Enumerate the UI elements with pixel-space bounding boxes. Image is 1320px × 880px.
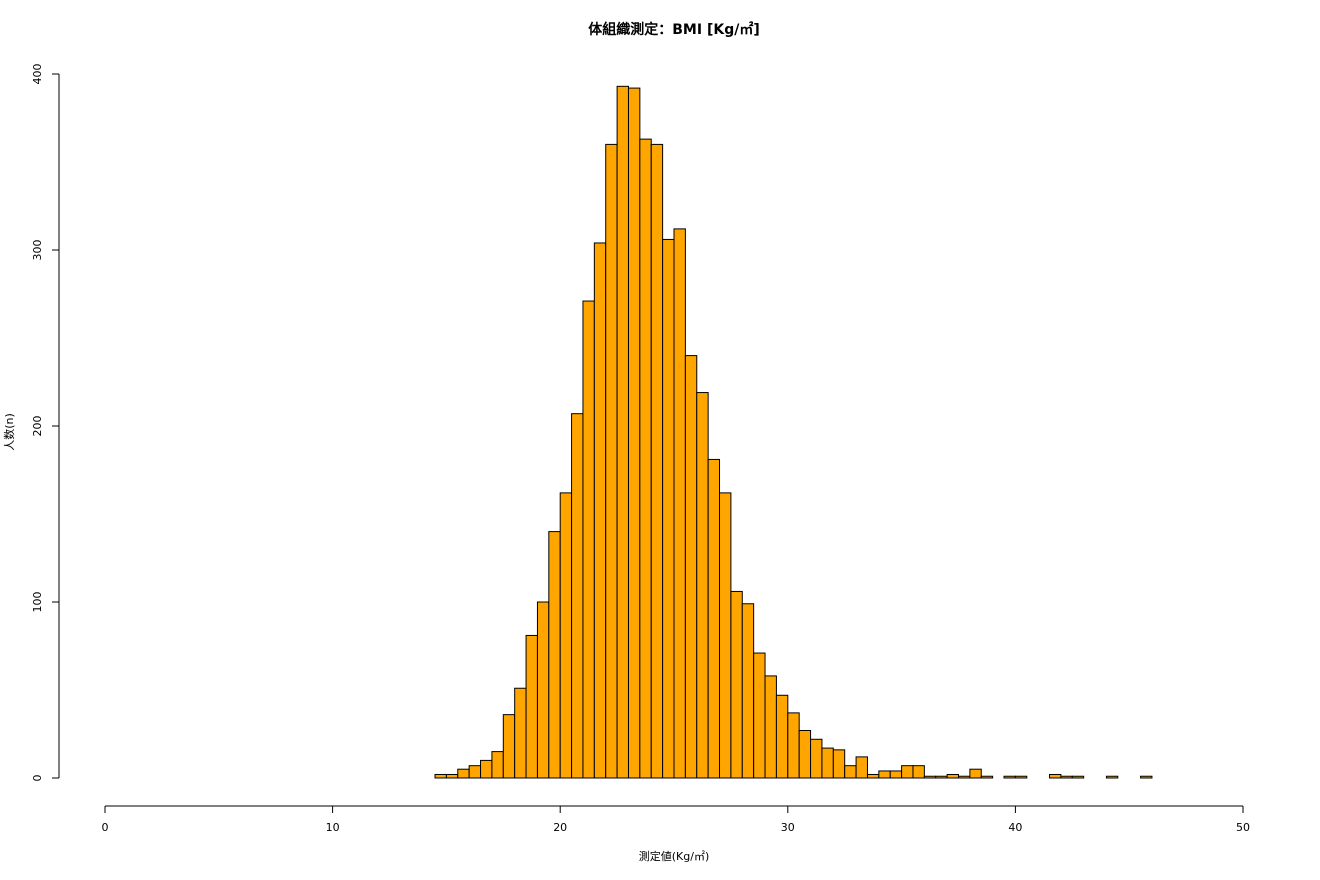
- bar: [787, 712, 800, 779]
- bar: [821, 747, 834, 779]
- bar: [707, 458, 721, 779]
- bar: [684, 355, 698, 779]
- bar: [627, 87, 641, 779]
- bar: [946, 773, 959, 779]
- bar: [1003, 775, 1016, 779]
- bar: [480, 759, 493, 779]
- bar: [1140, 775, 1153, 779]
- bar: [605, 143, 618, 779]
- bar: [536, 601, 550, 779]
- chart-title: 体組織測定：BMI [Kg/㎡]: [588, 21, 759, 38]
- bar: [810, 738, 823, 779]
- bar: [696, 392, 709, 779]
- bar: [650, 143, 664, 779]
- bar: [775, 694, 789, 779]
- bar: [639, 138, 652, 779]
- bar: [969, 768, 982, 779]
- bar: [1071, 775, 1085, 779]
- bar: [798, 729, 812, 779]
- y-tick-label: 0: [31, 775, 44, 782]
- bar: [1014, 775, 1028, 779]
- bar: [616, 85, 629, 779]
- bar: [741, 603, 755, 779]
- bar: [764, 675, 777, 779]
- bar: [878, 770, 891, 779]
- bar: [559, 492, 573, 779]
- bar: [980, 775, 994, 779]
- bar: [935, 775, 948, 779]
- x-tick-label: 40: [1008, 821, 1022, 834]
- bar: [662, 238, 675, 779]
- bar: [673, 228, 686, 779]
- bar: [889, 770, 903, 779]
- bar: [844, 765, 857, 779]
- bar: [571, 413, 584, 779]
- bar: [548, 531, 561, 779]
- bar: [901, 765, 914, 779]
- bar: [923, 775, 937, 779]
- bar: [514, 687, 527, 779]
- bar: [593, 242, 607, 779]
- y-tick-label: 400: [31, 64, 44, 85]
- bar: [468, 765, 482, 779]
- x-tick-label: 50: [1236, 821, 1250, 834]
- bar: [912, 765, 925, 779]
- y-tick-label: 300: [31, 240, 44, 261]
- bar: [730, 590, 743, 779]
- bar: [457, 768, 470, 779]
- bar: [1060, 775, 1073, 779]
- bar: [582, 300, 595, 779]
- bar: [855, 756, 868, 779]
- x-tick-label: 10: [326, 821, 340, 834]
- bar: [491, 751, 504, 779]
- bar: [445, 773, 459, 779]
- bar: [502, 714, 516, 779]
- y-tick-label: 200: [31, 416, 44, 437]
- bar: [525, 634, 538, 779]
- bar: [1049, 773, 1062, 779]
- bar: [958, 775, 971, 779]
- bar: [719, 492, 732, 779]
- x-axis-label: 測定値(Kg/㎡): [639, 849, 710, 863]
- bar: [866, 773, 880, 779]
- y-tick-label: 100: [31, 592, 44, 613]
- x-tick-label: 30: [781, 821, 795, 834]
- bar: [1105, 775, 1119, 779]
- y-axis-label: 人数(n): [3, 413, 16, 451]
- bar: [832, 749, 846, 779]
- x-tick-label: 20: [553, 821, 567, 834]
- bar: [753, 652, 766, 779]
- bar: [434, 773, 447, 779]
- x-tick-label: 0: [102, 821, 109, 834]
